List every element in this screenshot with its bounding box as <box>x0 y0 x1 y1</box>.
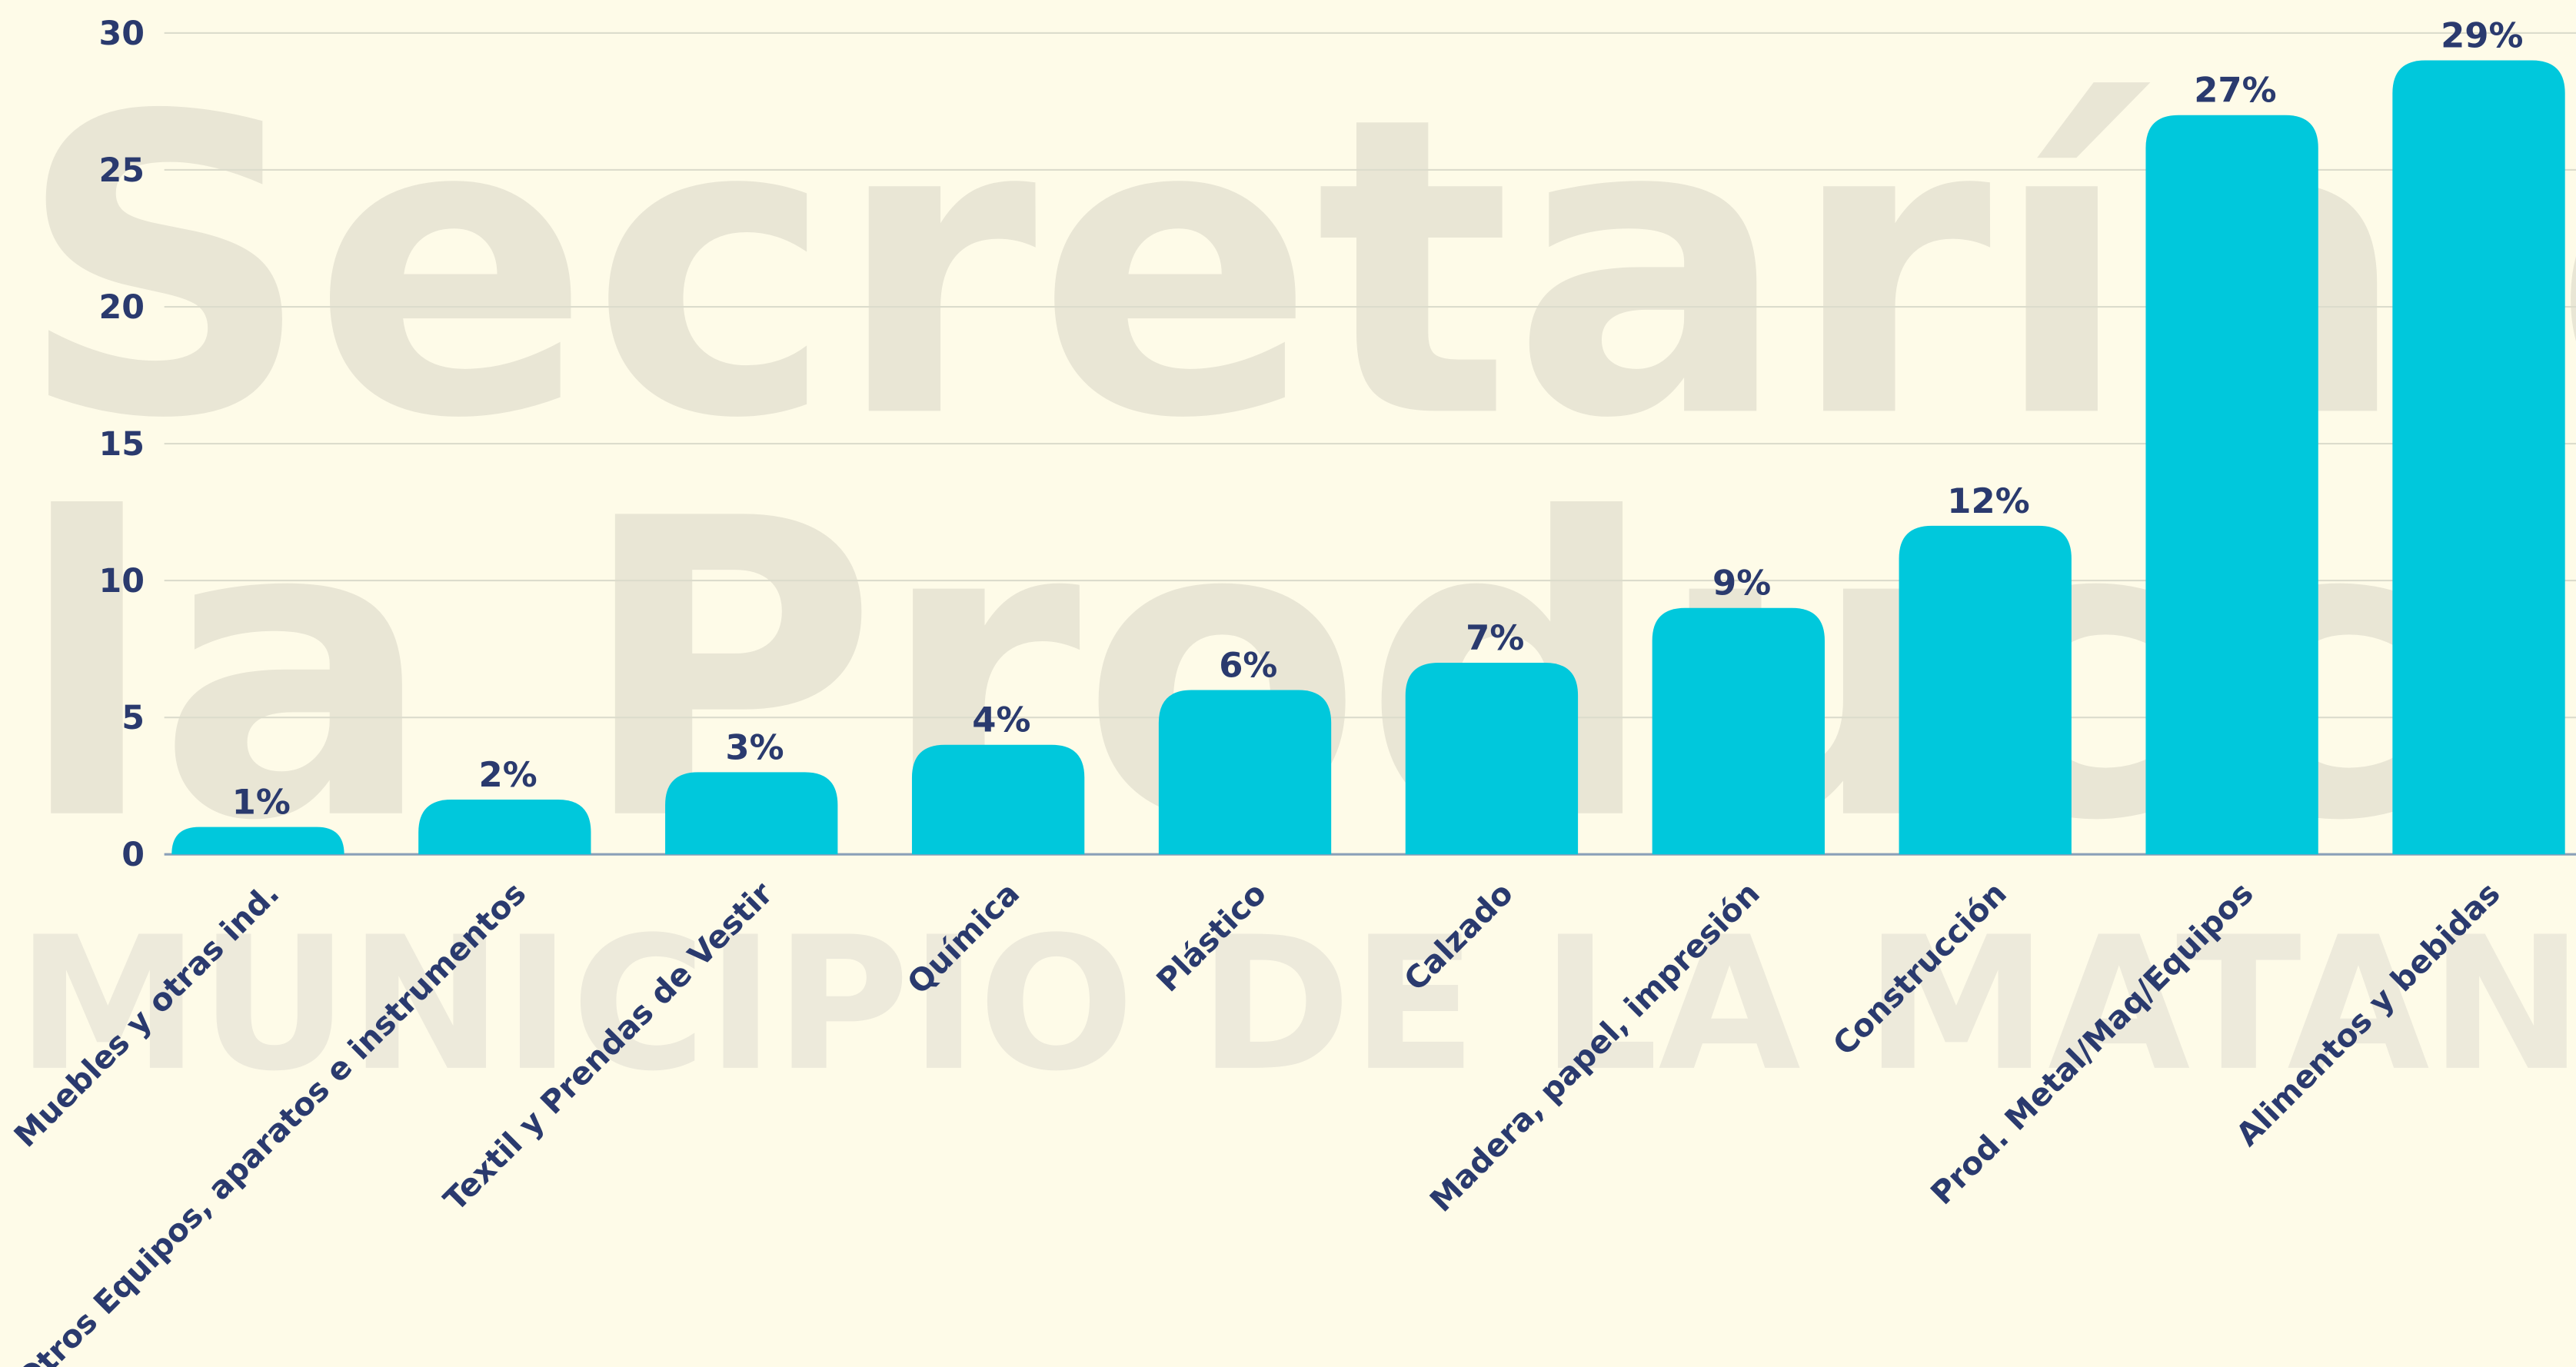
value-label: 2% <box>479 754 537 795</box>
value-label: 27% <box>2194 70 2276 111</box>
watermark-text: MUNICIPIO DE LA MATANZA <box>16 898 2576 1112</box>
bar <box>418 799 591 855</box>
bar <box>1405 662 1579 855</box>
value-label: 29% <box>2441 15 2523 55</box>
bar <box>1652 607 1825 855</box>
bar <box>1899 525 2072 855</box>
value-label: 7% <box>1466 617 1524 658</box>
value-label: 9% <box>1712 563 1771 604</box>
value-label: 6% <box>1219 644 1277 685</box>
y-tick-label: 10 <box>99 562 145 600</box>
y-tick-label: 15 <box>99 425 145 464</box>
value-label: 3% <box>725 727 784 767</box>
y-tick-label: 25 <box>99 151 145 190</box>
bar <box>2145 115 2318 855</box>
y-tick-label: 0 <box>121 836 145 874</box>
value-label: 1% <box>232 781 291 822</box>
y-tick-label: 30 <box>99 15 145 53</box>
y-tick-label: 5 <box>121 699 145 737</box>
value-label: 4% <box>972 700 1030 740</box>
bar <box>665 772 838 855</box>
value-label: 12% <box>1947 481 2029 521</box>
bar <box>171 827 344 855</box>
bar <box>1158 690 1332 855</box>
bar <box>911 744 1085 855</box>
y-tick-label: 20 <box>99 288 145 327</box>
bar <box>2392 60 2565 855</box>
